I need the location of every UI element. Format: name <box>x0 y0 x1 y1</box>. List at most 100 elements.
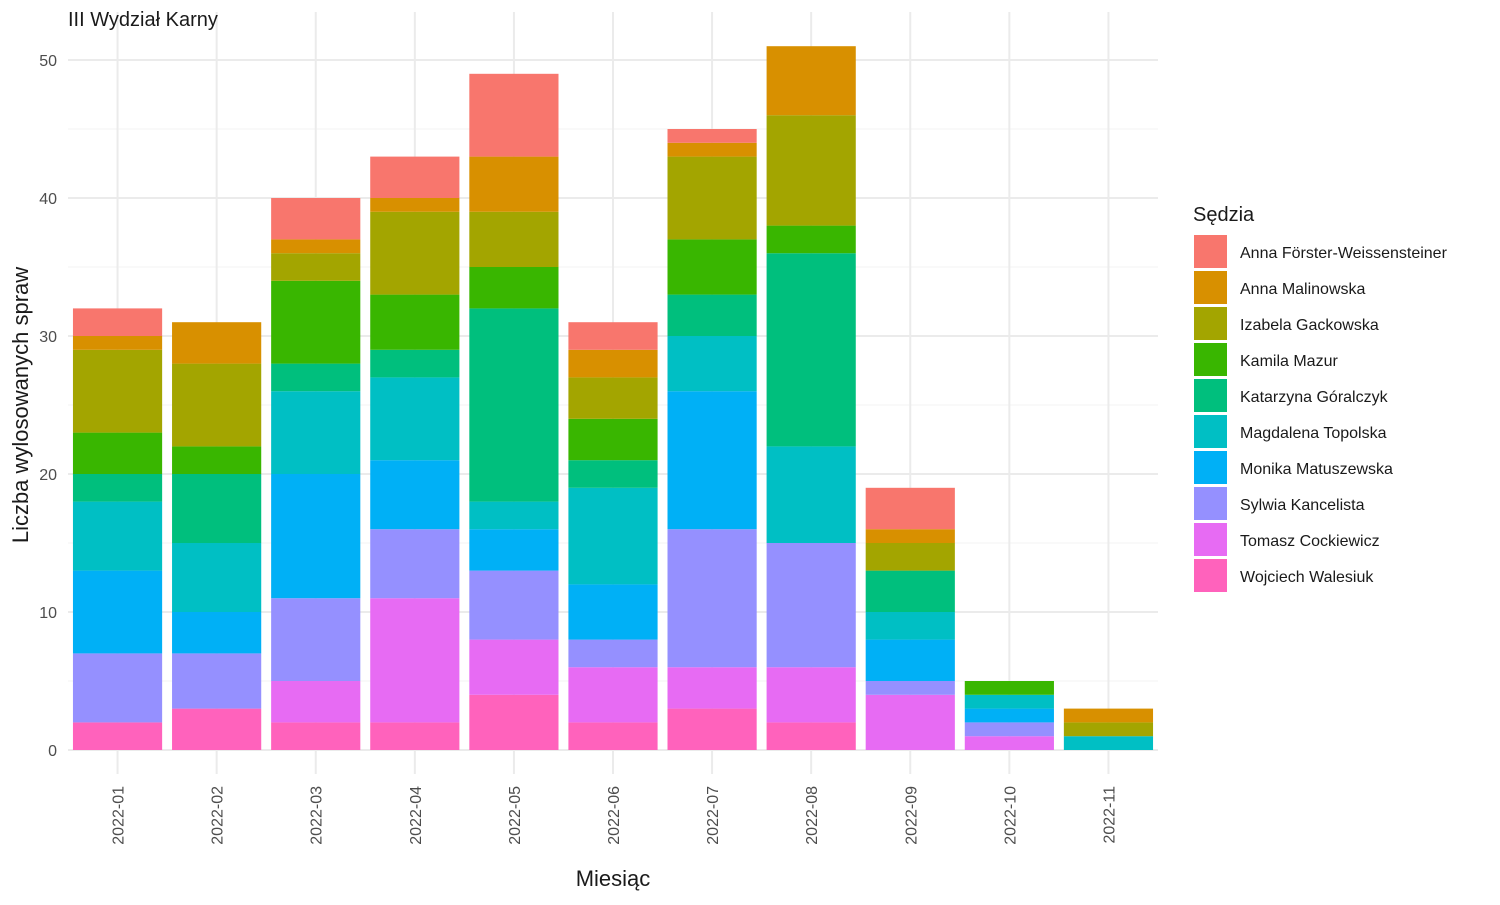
bar-segment: 2022-09 — Katarzyna Góralczyk: 3 <box>865 570 955 612</box>
bar-segment: 2022-05 — Anna Förster-Weissensteiner: 6 <box>469 73 559 157</box>
bar-segment: 2022-05 — Monika Matuszewska: 3 <box>469 529 559 571</box>
bar-segment: 2022-03 — Anna Malinowska: 1 <box>271 239 361 254</box>
bar-segment: 2022-04 — Anna Malinowska: 1 <box>370 198 460 212</box>
legend-label: Kamila Mazur <box>1240 353 1338 370</box>
bar-segment: 2022-02 — Izabela Gackowska: 6 <box>172 363 262 447</box>
bar-segment: 2022-05 — Anna Malinowska: 4 <box>469 156 559 212</box>
x-tick-labels: 2022-01 2022-02 2022-03 2022-04 2022-05 2022-… <box>111 786 1119 845</box>
bar-segment: 2022-06 — Katarzyna Góralczyk: 2 <box>568 460 658 488</box>
y-tick-label: 0 <box>48 743 57 760</box>
bar-segment: 2022-02 — Anna Malinowska: 3 <box>172 322 262 364</box>
bar-segment: 2022-08 — Sylwia Kancelista: 9 <box>766 543 856 668</box>
bar-segment: 2022-05 — Wojciech Walesiuk: 4 <box>469 694 559 750</box>
legend-swatch <box>1194 451 1227 484</box>
bar-segment: 2022-09 — Monika Matuszewska: 3 <box>865 639 955 681</box>
bar-segment: 2022-10 — Magdalena Topolska: 1 <box>964 694 1054 709</box>
y-tick-label: 50 <box>39 53 57 70</box>
bar-segment: 2022-01 — Izabela Gackowska: 6 <box>72 349 163 433</box>
bar-segment: 2022-07 — Katarzyna Góralczyk: 3 <box>667 294 757 336</box>
legend-label: Anna Förster-Weissensteiner <box>1240 245 1448 262</box>
bar-segment: 2022-06 — Monika Matuszewska: 4 <box>568 584 658 640</box>
legend-label: Katarzyna Góralczyk <box>1240 389 1389 406</box>
bar-segment: 2022-03 — Katarzyna Góralczyk: 2 <box>271 363 361 392</box>
legend-swatch <box>1194 415 1227 448</box>
bar-segment: 2022-08 — Katarzyna Góralczyk: 14 <box>766 253 856 447</box>
bar-segment: 2022-03 — Anna Förster-Weissensteiner: 3 <box>271 198 361 240</box>
bar-segment: 2022-01 — Anna Förster-Weissensteiner: 2 <box>72 308 163 336</box>
bar-segment: 2022-07 — Magdalena Topolska: 4 <box>667 336 757 392</box>
bar-segment: 2022-03 — Tomasz Cockiewicz: 3 <box>271 681 361 723</box>
bar-segment: 2022-11 — Izabela Gackowska: 1 <box>1063 722 1154 737</box>
y-tick-label: 10 <box>39 605 57 622</box>
bar-segment: 2022-07 — Anna Förster-Weissensteiner: 1 <box>667 129 757 143</box>
bar-segment: 2022-07 — Wojciech Walesiuk: 3 <box>667 708 757 750</box>
bar-segment: 2022-04 — Wojciech Walesiuk: 2 <box>370 722 460 750</box>
bar-segment: 2022-06 — Magdalena Topolska: 7 <box>568 487 658 585</box>
x-tick-label: 2022-09 <box>903 786 920 845</box>
bar-segment: 2022-10 — Kamila Mazur: 1 <box>964 681 1054 695</box>
bar-segment: 2022-02 — Magdalena Topolska: 5 <box>172 543 262 612</box>
x-tick-label: 2022-06 <box>606 786 623 845</box>
legend-swatch <box>1194 523 1227 556</box>
x-tick-label: 2022-03 <box>309 786 326 845</box>
bar-segment: 2022-02 — Katarzyna Góralczyk: 5 <box>172 474 262 543</box>
bar-segment: 2022-11 — Anna Malinowska: 1 <box>1063 708 1154 723</box>
bar-segment: 2022-07 — Anna Malinowska: 1 <box>667 142 757 157</box>
y-tick-label: 20 <box>39 467 57 484</box>
x-tick-label: 2022-01 <box>111 786 128 845</box>
bar-segment: 2022-10 — Sylwia Kancelista: 1 <box>964 722 1054 737</box>
legend-swatch <box>1194 271 1227 304</box>
bar-segment: 2022-02 — Monika Matuszewska: 3 <box>172 612 262 654</box>
x-tick-label: 2022-02 <box>210 786 227 845</box>
bar-segment: 2022-08 — Tomasz Cockiewicz: 4 <box>766 667 856 723</box>
bar-segment: 2022-09 — Tomasz Cockiewicz: 4 <box>865 694 955 750</box>
bar-segment: 2022-11 — Magdalena Topolska: 1 <box>1063 736 1154 750</box>
bar-segment: 2022-03 — Sylwia Kancelista: 6 <box>271 598 361 681</box>
bar-segment: 2022-02 — Sylwia Kancelista: 4 <box>172 653 262 709</box>
bar-segment: 2022-06 — Kamila Mazur: 3 <box>568 418 658 461</box>
legend-label: Sylwia Kancelista <box>1240 497 1365 514</box>
x-tick-label: 2022-08 <box>804 786 821 845</box>
x-tick-label: 2022-10 <box>1002 786 1019 845</box>
bar-segment: 2022-01 — Wojciech Walesiuk: 2 <box>72 722 163 750</box>
bar-segment: 2022-03 — Izabela Gackowska: 2 <box>271 253 361 281</box>
bar-segment: 2022-02 — Kamila Mazur: 2 <box>172 446 262 474</box>
x-axis-label: Miesiąc <box>576 866 651 891</box>
bar-segment: 2022-04 — Izabela Gackowska: 6 <box>370 211 460 295</box>
x-tick-label: 2022-05 <box>507 786 524 845</box>
legend-title: Sędzia <box>1193 204 1255 226</box>
bar-segment: 2022-01 — Monika Matuszewska: 6 <box>72 570 163 654</box>
bar-segment: 2022-10 — Monika Matuszewska: 1 <box>964 708 1054 723</box>
bar-segment: 2022-07 — Tomasz Cockiewicz: 3 <box>667 667 757 709</box>
legend-label: Izabela Gackowska <box>1240 317 1379 334</box>
bar-segment: 2022-03 — Kamila Mazur: 6 <box>271 280 361 364</box>
legend-items: Anna Förster-Weissensteiner Anna Malinows… <box>1194 235 1448 592</box>
bar-segment: 2022-04 — Monika Matuszewska: 5 <box>370 460 460 530</box>
bar-segment: 2022-06 — Izabela Gackowska: 3 <box>568 377 658 419</box>
bar-segment: 2022-05 — Tomasz Cockiewicz: 4 <box>469 639 559 695</box>
legend-swatch <box>1194 379 1227 412</box>
bar-segment: 2022-06 — Anna Malinowska: 2 <box>568 349 658 378</box>
bar-segment: 2022-03 — Wojciech Walesiuk: 2 <box>271 722 361 750</box>
legend-swatch <box>1194 559 1227 592</box>
bar-segment: 2022-05 — Katarzyna Góralczyk: 14 <box>469 308 559 502</box>
bar-segment: 2022-08 — Wojciech Walesiuk: 2 <box>766 722 856 750</box>
bar-segment: 2022-06 — Tomasz Cockiewicz: 4 <box>568 667 658 723</box>
bar-segment: 2022-04 — Magdalena Topolska: 6 <box>370 377 460 461</box>
legend-label: Tomasz Cockiewicz <box>1240 533 1380 550</box>
bar-segment: 2022-01 — Sylwia Kancelista: 5 <box>72 653 163 723</box>
bar-segment: 2022-08 — Izabela Gackowska: 8 <box>766 115 856 226</box>
x-tick-label: 2022-04 <box>408 786 425 845</box>
legend-label: Magdalena Topolska <box>1240 425 1387 442</box>
bar-segment: 2022-06 — Wojciech Walesiuk: 2 <box>568 722 658 750</box>
bar-segment: 2022-04 — Katarzyna Góralczyk: 2 <box>370 349 460 378</box>
bar-segment: 2022-10 — Tomasz Cockiewicz: 1 <box>964 736 1054 750</box>
legend-swatch <box>1194 235 1227 268</box>
bar-segment: 2022-05 — Sylwia Kancelista: 5 <box>469 570 559 640</box>
bar-segment: 2022-07 — Kamila Mazur: 4 <box>667 239 757 295</box>
legend-swatch <box>1194 307 1227 340</box>
x-tick-label: 2022-11 <box>1101 786 1118 844</box>
legend-swatch <box>1194 487 1227 520</box>
bar-segment: 2022-08 — Kamila Mazur: 2 <box>766 225 856 254</box>
